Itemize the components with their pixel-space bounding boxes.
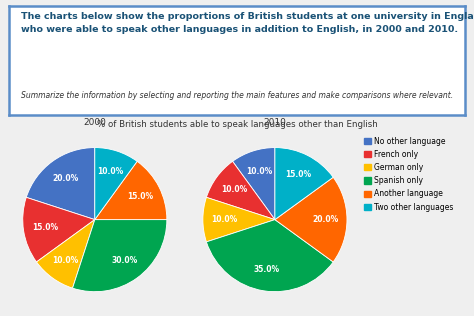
Text: 10.0%: 10.0%: [97, 167, 124, 176]
Title: 2010: 2010: [264, 118, 286, 127]
Text: 15.0%: 15.0%: [127, 192, 153, 201]
Wedge shape: [206, 161, 275, 220]
Text: 10.0%: 10.0%: [221, 185, 247, 194]
Text: 10.0%: 10.0%: [52, 256, 78, 265]
Wedge shape: [95, 161, 167, 220]
Wedge shape: [233, 148, 275, 220]
Text: 10.0%: 10.0%: [246, 167, 273, 176]
Wedge shape: [203, 198, 275, 242]
Text: 30.0%: 30.0%: [111, 256, 137, 265]
Wedge shape: [206, 220, 333, 292]
Wedge shape: [275, 148, 333, 220]
Wedge shape: [73, 220, 167, 292]
Wedge shape: [23, 198, 95, 262]
Text: 10.0%: 10.0%: [211, 215, 237, 224]
Legend: No other language, French only, German only, Spanish only, Another language, Two: No other language, French only, German o…: [364, 137, 453, 211]
Text: 15.0%: 15.0%: [285, 170, 311, 179]
Wedge shape: [95, 148, 137, 220]
Wedge shape: [36, 220, 95, 288]
Text: 15.0%: 15.0%: [32, 223, 58, 232]
Text: 20.0%: 20.0%: [312, 215, 338, 224]
Wedge shape: [26, 148, 95, 220]
Wedge shape: [275, 177, 347, 262]
Text: The charts below show the proportions of British students at one university in E: The charts below show the proportions of…: [21, 12, 474, 34]
Text: Summarize the information by selecting and reporting the main features and make : Summarize the information by selecting a…: [21, 91, 453, 100]
Text: 35.0%: 35.0%: [254, 265, 280, 274]
Text: 20.0%: 20.0%: [52, 174, 78, 183]
Text: % of British students able to speak languages other than English: % of British students able to speak lang…: [97, 120, 377, 129]
Title: 2000: 2000: [83, 118, 106, 127]
